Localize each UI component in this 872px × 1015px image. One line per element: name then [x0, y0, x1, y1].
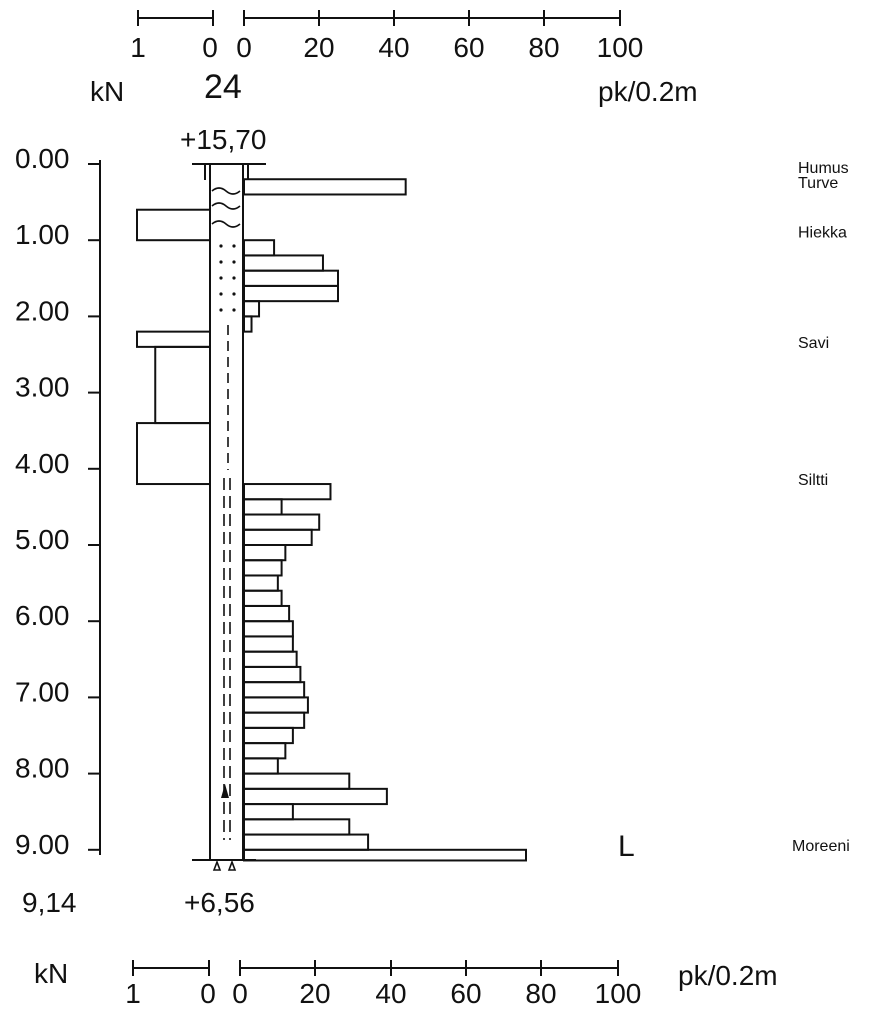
point-id: 24: [204, 68, 242, 106]
pk-bar: [243, 269, 339, 287]
bottom-kn-scale: 1 0: [125, 960, 216, 1009]
top-kn-tick-0: 0: [202, 32, 218, 63]
peat-symbol: [211, 202, 241, 210]
kn-bar: [154, 345, 211, 425]
pk-bar: [243, 559, 283, 577]
pk-bar: [243, 300, 261, 318]
top-kn-scale: 1 0: [130, 10, 218, 63]
depth-label: 7.00: [15, 676, 70, 707]
depth-label: 5.00: [15, 524, 70, 555]
bottom-pk-unit: pk/0.2m: [678, 960, 778, 991]
top-kn-unit: kN: [90, 76, 124, 107]
pk-bar: [243, 650, 298, 668]
top-kn-tick-1: 1: [130, 32, 146, 63]
top-pk-tick-40: 40: [378, 32, 409, 63]
depth-label: 8.00: [15, 753, 70, 784]
soil-layer-label: Turve: [798, 175, 838, 192]
depth-label: 2.00: [15, 295, 70, 326]
kn-bar: [136, 422, 211, 486]
depth-label: 1.00: [15, 219, 70, 250]
top-pk-tick-100: 100: [597, 32, 644, 63]
end-mark: L: [618, 830, 635, 863]
pk-bar: [243, 787, 388, 806]
top-pk-tick-60: 60: [453, 32, 484, 63]
depth-label: 4.00: [15, 448, 70, 479]
pk-bar: [243, 528, 313, 547]
pk-bar: [243, 742, 287, 760]
top-pk-scale: 0 20 40 60 80 100: [236, 10, 643, 63]
peat-symbol: [211, 187, 241, 195]
bottom-pk-tick-20: 20: [299, 978, 330, 1009]
bottom-depth: 9,14: [22, 887, 77, 918]
pk-bar: [243, 284, 339, 303]
pk-bar: [243, 772, 351, 790]
top-pk-tick-80: 80: [528, 32, 559, 63]
bottom-kn-tick-1: 1: [125, 978, 141, 1009]
bottom-pk-scale: 0 20 40 60 80 100: [232, 960, 641, 1009]
soil-layer-label: Humus: [798, 160, 849, 177]
pk-bar: [243, 833, 370, 851]
top-pk-unit: pk/0.2m: [598, 76, 698, 107]
bottom-pk-tick-40: 40: [375, 978, 406, 1009]
pk-bar: [243, 544, 287, 562]
tip-triangle-icon: [212, 859, 222, 871]
depth-label: 6.00: [15, 600, 70, 631]
top-pk-tick-0: 0: [236, 32, 252, 63]
kn-profile: [136, 208, 211, 486]
bottom-pk-tick-0: 0: [232, 978, 248, 1009]
pk-bar: [243, 574, 279, 592]
sand-symbol: [219, 244, 236, 312]
soil-layer-label: Moreeni: [792, 838, 850, 855]
kn-bar: [136, 208, 211, 242]
pk-bar: [243, 513, 321, 531]
depth-label: 0.00: [15, 143, 70, 174]
pk-bar: [243, 803, 294, 821]
bottom-pk-tick-60: 60: [450, 978, 481, 1009]
bottom-kn-unit: kN: [34, 958, 68, 989]
bottom-pk-tick-80: 80: [525, 978, 556, 1009]
soil-layer-label: Hiekka: [798, 225, 847, 242]
pk-bar: [243, 711, 306, 729]
pk-bar: [243, 254, 324, 272]
pk-bar: [243, 848, 527, 862]
depth-label: 3.00: [15, 372, 70, 403]
pk-bar: [243, 589, 283, 607]
peat-symbol: [211, 220, 241, 228]
soil-layer-label: Savi: [798, 335, 829, 352]
pk-bar: [243, 635, 294, 653]
top-pk-tick-20: 20: [303, 32, 334, 63]
pk-bar: [243, 178, 407, 196]
soil-layer-label: Siltti: [798, 472, 828, 489]
bottom-kn-tick-0: 0: [200, 978, 216, 1009]
depth-label: 9.00: [15, 829, 70, 860]
pk-bar: [243, 818, 351, 836]
pk-bar: [243, 315, 253, 333]
pk-bar: [243, 483, 332, 501]
bottom-pk-tick-100: 100: [595, 978, 642, 1009]
depth-axis: 0.00 1.00 2.00 3.00 4.00 5.00 6.00 7.00 8.00 9.00: [15, 143, 101, 860]
top-elevation: +15,70: [180, 124, 266, 155]
pk-profile: [243, 178, 527, 862]
arrow-up-icon: [221, 784, 229, 798]
bottom-elevation: +6,56: [184, 887, 255, 918]
pk-bar: [243, 757, 279, 775]
pk-bar: [243, 498, 283, 516]
pk-bar: [243, 604, 291, 623]
pk-bar: [243, 665, 302, 684]
pk-bar: [243, 726, 294, 745]
pk-bar: [243, 239, 276, 257]
pk-bar: [243, 681, 306, 699]
kn-bar: [136, 330, 211, 348]
tip-triangle-icon: [227, 859, 237, 871]
pk-bar: [243, 696, 309, 714]
pk-bar: [243, 620, 294, 638]
